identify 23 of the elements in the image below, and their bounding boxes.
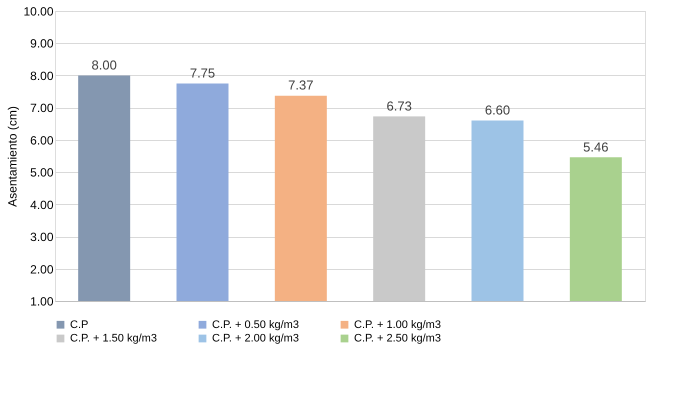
y-tick-label: 3.00 [30,230,54,244]
y-tick-label: 9.00 [30,36,54,51]
legend-label: C.P [70,318,88,331]
data-label: 5.46 [583,139,608,154]
legend-label: C.P. + 0.50 kg/m3 [212,318,299,331]
data-label: 8.00 [92,57,117,72]
y-tick-label: 5.00 [30,166,54,180]
y-tick-label: 2.00 [30,262,54,276]
data-label: 7.75 [190,66,216,80]
y-tick-label: 6.00 [30,133,54,148]
data-label: 6.60 [484,102,510,118]
data-label: 7.37 [288,78,314,93]
legend-label: C.P. + 1.00 kg/m3 [354,318,441,331]
y-tick-label: 7.00 [30,101,54,116]
y-axis-title: Asentamiento (cm) [5,106,20,207]
legend-label: C.P. + 2.00 kg/m3 [212,332,299,344]
legend-label: C.P. + 1.50 kg/m3 [70,332,157,344]
y-tick-label: 1.00 [30,294,54,308]
y-tick-label: 4.00 [30,198,54,212]
y-tick-label: 10.00 [23,4,54,18]
legend-label: C.P. + 2.50 kg/m3 [354,332,441,344]
data-label: 6.73 [386,98,412,114]
y-tick-label: 8.00 [30,68,54,83]
